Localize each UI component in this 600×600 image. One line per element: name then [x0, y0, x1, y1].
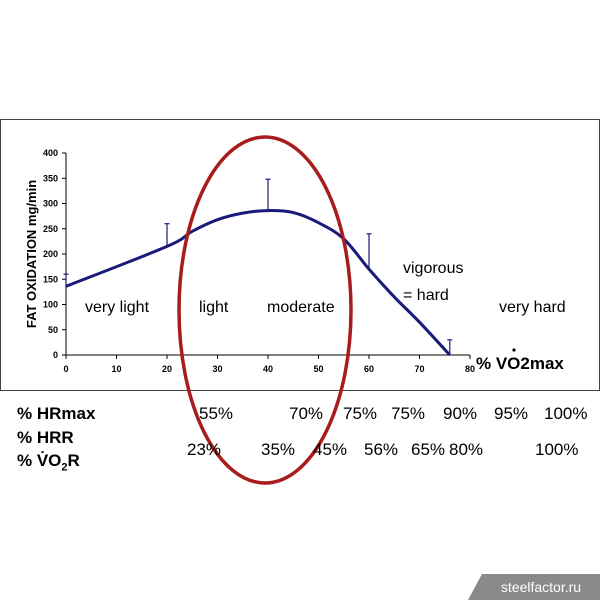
- x-tick-label: 20: [162, 364, 172, 374]
- hrmax-value: 75%: [343, 404, 378, 423]
- x-ticks: 0 10 20 30 40 50 60 70 80: [63, 355, 475, 374]
- y-tick-label: 200: [43, 249, 58, 259]
- y-tick-label: 350: [43, 173, 58, 183]
- dot-accent: [512, 348, 516, 352]
- y-ticks: 0 50 100 150 200 250 300 350 400: [43, 148, 66, 360]
- y-tick-label: 150: [43, 274, 58, 284]
- hrmax-value: 100%: [544, 404, 588, 423]
- zone-label-hard: = hard: [403, 287, 449, 304]
- zone-label-vigorous: vigorous: [403, 260, 463, 277]
- hrmax-value: 55%: [199, 404, 234, 423]
- vo2r-value: 80%: [449, 440, 484, 459]
- x-tick-label: 40: [263, 364, 273, 374]
- x-tick-label: 70: [414, 364, 424, 374]
- x-tick-label: 60: [364, 364, 374, 374]
- y-tick-label: 250: [43, 224, 58, 234]
- hrmax-value: 75%: [391, 404, 426, 423]
- zone-label-very-light: very light: [85, 299, 150, 316]
- error-bars: [63, 178, 453, 355]
- x-tick-label: 50: [313, 364, 323, 374]
- row-label-vo2r: % V̇O2R: [17, 451, 80, 474]
- x-tick-label: 0: [63, 364, 68, 374]
- y-tick-label: 50: [48, 325, 58, 335]
- hrmax-value: 90%: [443, 404, 478, 423]
- y-tick-label: 100: [43, 300, 58, 310]
- hrmax-value: 95%: [494, 404, 529, 423]
- hrmax-value: 70%: [289, 404, 324, 423]
- x-axis-title: % VO2max: [476, 354, 564, 373]
- vo2r-value: 56%: [364, 440, 399, 459]
- row-label-hrr: % HRR: [17, 428, 74, 447]
- zone-label-light: light: [199, 299, 229, 316]
- vo2r-value: 45%: [313, 440, 348, 459]
- x-tick-label: 10: [111, 364, 121, 374]
- fat-oxidation-line: [65, 209, 451, 357]
- y-axis-title: FAT OXIDATION mg/min: [24, 180, 39, 328]
- vo2r-value: 100%: [535, 440, 579, 459]
- chart-panel-border: [0, 119, 600, 391]
- x-tick-label: 30: [212, 364, 222, 374]
- highlight-ellipse: [177, 135, 353, 485]
- vo2r-value: 65%: [411, 440, 446, 459]
- zone-label-very-hard: very hard: [499, 299, 566, 316]
- y-tick-label: 0: [53, 350, 58, 360]
- zone-label-moderate: moderate: [267, 299, 335, 316]
- watermark: steelfactor.ru: [468, 574, 600, 600]
- vo2r-value: 35%: [261, 440, 296, 459]
- row-label-hrmax: % HRmax: [17, 404, 96, 423]
- x-tick-label: 80: [465, 364, 475, 374]
- y-tick-label: 400: [43, 148, 58, 158]
- vo2r-value: 23%: [187, 440, 222, 459]
- y-tick-label: 300: [43, 199, 58, 209]
